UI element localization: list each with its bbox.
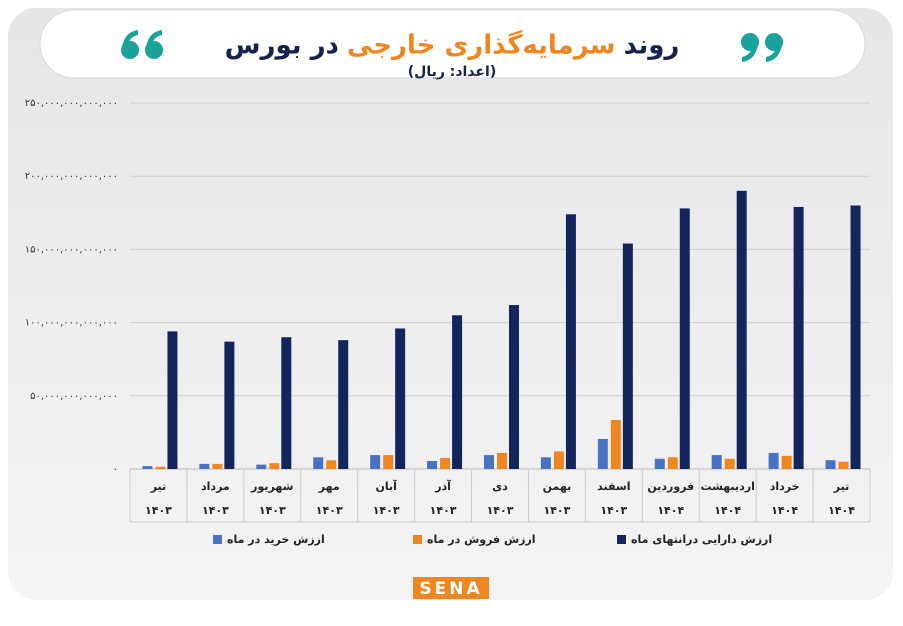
legend-swatch (213, 535, 222, 544)
bar (597, 438, 608, 469)
bar (850, 205, 861, 470)
bar (440, 458, 451, 469)
bar (199, 463, 210, 469)
bar (622, 243, 633, 469)
title-highlight: سرمایه‌گذاری خارجی (347, 30, 616, 61)
bar (395, 328, 406, 469)
x-tick-year: ۱۴۰۳ (543, 504, 570, 517)
bar (256, 464, 267, 469)
quote-right (741, 33, 783, 62)
x-tick-year: ۱۴۰۳ (487, 504, 514, 517)
bar (724, 458, 735, 469)
bar (338, 340, 349, 469)
x-tick-year: ۱۴۰۴ (771, 504, 798, 517)
legend-label: ارزش خرید در ماه (227, 533, 325, 546)
header (39, 9, 866, 79)
bar (768, 452, 779, 469)
legend-swatch (413, 535, 422, 544)
bar (167, 331, 178, 469)
x-tick-year: ۱۴۰۳ (145, 504, 172, 517)
x-tick-year: ۱۴۰۴ (714, 504, 741, 517)
x-tick-label: تیر (150, 480, 166, 493)
bar (825, 460, 836, 469)
bar (326, 460, 337, 469)
bar (540, 457, 551, 469)
x-tick-label: تیر (833, 480, 849, 493)
logo: SENA (419, 579, 482, 599)
bar (313, 457, 324, 469)
x-tick-year: ۱۴۰۴ (828, 504, 855, 517)
x-tick-label: آبان (375, 479, 397, 493)
bar (667, 457, 678, 469)
legend-label: ارزش دارایی درانتهای ماه (631, 533, 772, 546)
bar (452, 315, 463, 469)
bar (711, 455, 722, 469)
bar (269, 463, 280, 469)
x-tick-year: ۱۴۰۴ (657, 504, 684, 517)
bar (281, 337, 292, 469)
subtitle: (اعداد: ریال) (408, 64, 496, 80)
bar (565, 214, 576, 469)
x-tick-label: مهر (318, 480, 340, 493)
bar (781, 455, 792, 469)
bar (212, 463, 223, 469)
bar (370, 455, 381, 469)
bar (553, 451, 564, 469)
x-tick-label: بهمن (543, 480, 572, 493)
x-tick-label: مرداد (201, 480, 230, 493)
bar (142, 466, 153, 469)
x-tick-year: ۱۴۰۳ (316, 504, 343, 517)
legend-label: ارزش فروش در ماه (427, 533, 536, 546)
y-tick-label: ۱۰۰,۰۰۰,۰۰۰,۰۰۰,۰۰۰ (25, 318, 118, 329)
bar (654, 458, 665, 469)
x-tick-label: اردیبهشت (700, 480, 754, 493)
x-tick-label: فروردین (647, 480, 694, 493)
x-tick-label: شهریور (250, 480, 293, 493)
bar (793, 206, 804, 469)
bar (484, 455, 494, 469)
x-tick-label: خرداد (770, 480, 800, 493)
x-tick-year: ۱۴۰۳ (259, 504, 286, 517)
x-tick-label: دی (492, 480, 508, 493)
y-tick-label: ۵۰,۰۰۰,۰۰۰,۰۰۰,۰۰۰ (30, 391, 118, 402)
y-tick-label: ۲۰۰,۰۰۰,۰۰۰,۰۰۰,۰۰۰ (25, 171, 118, 182)
bar (610, 419, 621, 469)
bar (224, 341, 235, 469)
bar (497, 452, 507, 469)
bar (383, 455, 394, 469)
quote-left (121, 30, 163, 59)
bar (155, 466, 166, 469)
bar (427, 460, 438, 469)
bar (509, 305, 519, 469)
y-tick-label: ۱۵۰,۰۰۰,۰۰۰,۰۰۰,۰۰۰ (25, 244, 118, 255)
x-tick-label: اسفند (597, 480, 630, 493)
bar (838, 461, 849, 469)
title: در بورس (225, 31, 339, 61)
y-tick-label: ۲۵۰,۰۰۰,۰۰۰,۰۰۰,۰۰۰ (25, 98, 118, 109)
logo-box (413, 577, 489, 599)
x-tick-year: ۱۴۰۳ (373, 504, 400, 517)
legend-swatch (617, 535, 626, 544)
y-tick-label: ۰ (113, 464, 118, 475)
bar (736, 190, 747, 469)
bar (679, 208, 690, 469)
x-tick-label: آذر (434, 479, 451, 493)
x-tick-year: ۱۴۰۳ (600, 504, 627, 517)
title: روند (623, 31, 679, 61)
x-tick-year: ۱۴۰۳ (202, 504, 229, 517)
x-tick-year: ۱۴۰۳ (430, 504, 457, 517)
